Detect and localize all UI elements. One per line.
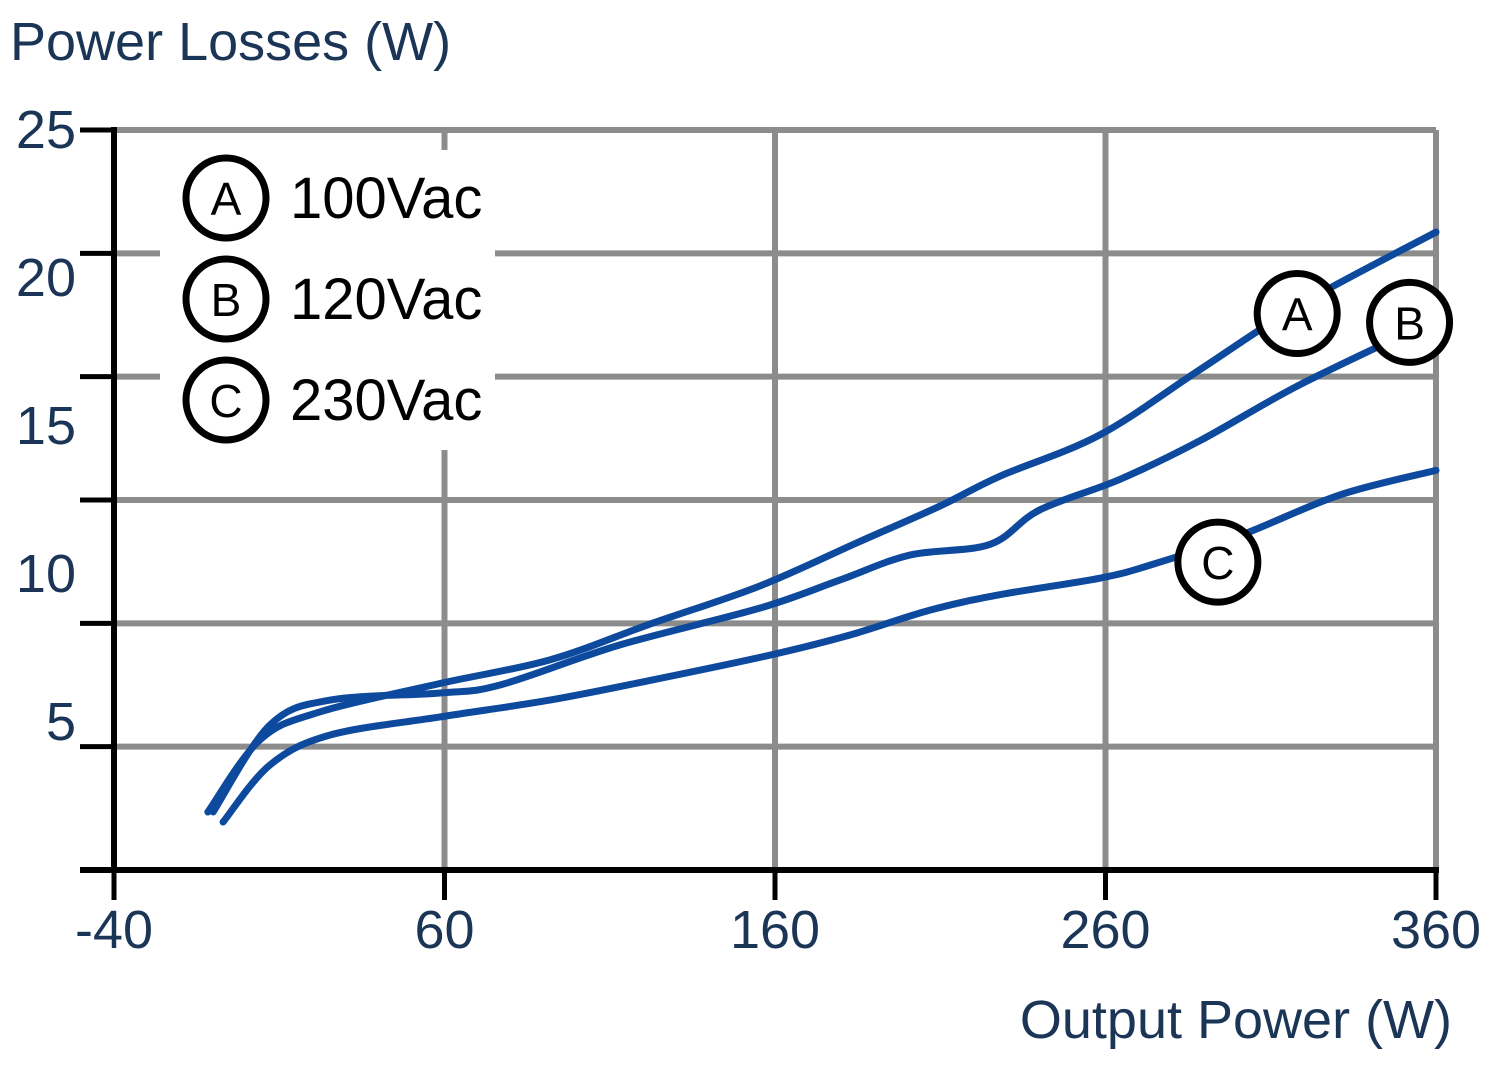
y-tick-label: 25 bbox=[16, 100, 76, 160]
curve-label-circle bbox=[1174, 518, 1262, 606]
x-tick-label: 360 bbox=[1391, 900, 1481, 960]
legend-entry-label: 120Vac bbox=[290, 267, 482, 332]
y-tick-label: 20 bbox=[16, 248, 76, 308]
y-tick-label: 5 bbox=[46, 692, 76, 752]
legend-marker-circle bbox=[182, 255, 270, 343]
x-tick-label: 60 bbox=[414, 900, 474, 960]
y-tick-label: 15 bbox=[16, 396, 76, 456]
x-axis-label: Output Power (W) bbox=[1020, 990, 1452, 1050]
legend-marker-circle bbox=[182, 154, 270, 242]
curve-label-letter: A bbox=[1282, 289, 1313, 341]
curve-label-letter: B bbox=[1394, 297, 1425, 349]
legend-entry-label: 100Vac bbox=[290, 166, 482, 231]
series-line-c bbox=[219, 466, 1440, 826]
curve-labels: A B C bbox=[1174, 270, 1454, 606]
x-tick-label: 160 bbox=[730, 900, 820, 960]
series-line-b bbox=[209, 315, 1440, 816]
legend-marker-circle bbox=[182, 356, 270, 444]
curve-label-circle bbox=[1366, 278, 1454, 366]
legend-marker-letter: C bbox=[209, 375, 242, 427]
x-tick-label: -40 bbox=[75, 900, 153, 960]
legend-marker-letter: A bbox=[211, 173, 242, 225]
curve-label-letter: C bbox=[1201, 537, 1234, 589]
legend: A 100Vac B 120Vac C 230Vac bbox=[160, 150, 495, 450]
axes: -40 60 160 260 360 5 10 15 20 25 bbox=[16, 100, 1481, 960]
y-tick-label: 10 bbox=[16, 544, 76, 604]
legend-marker-letter: B bbox=[211, 274, 242, 326]
chart-title: Power Losses (W) bbox=[10, 12, 451, 72]
x-tick-label: 260 bbox=[1060, 900, 1150, 960]
legend-entry-label: 230Vac bbox=[290, 368, 482, 433]
curve-label-circle bbox=[1253, 270, 1341, 358]
series-line-a bbox=[204, 228, 1440, 816]
